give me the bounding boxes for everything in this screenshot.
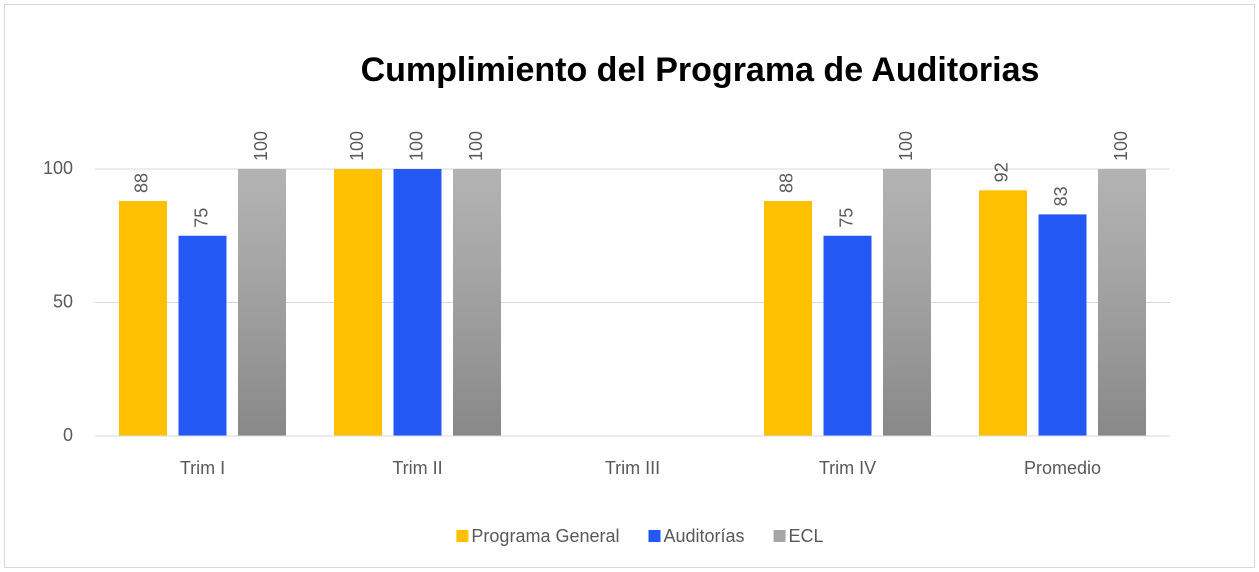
data-label: 100 (466, 131, 486, 161)
legend-swatch (456, 530, 469, 542)
data-label: 83 (1051, 186, 1071, 206)
x-tick-label: Trim IV (819, 458, 876, 478)
data-label: 100 (406, 131, 426, 161)
bar (979, 190, 1027, 436)
bar-shade (453, 169, 501, 436)
bar-shade (883, 169, 931, 436)
bar-shade (1098, 169, 1146, 436)
bar (1038, 214, 1087, 436)
data-label: 100 (347, 131, 367, 161)
legend-label: Auditorías (664, 526, 745, 546)
x-tick-label: Trim I (180, 458, 225, 478)
x-tick-label: Promedio (1024, 458, 1101, 478)
x-tick-label: Trim II (392, 458, 442, 478)
y-tick-label: 50 (53, 291, 73, 311)
bar (823, 235, 872, 436)
data-label: 75 (836, 208, 856, 228)
data-label: 92 (992, 162, 1012, 182)
legend-swatch (773, 530, 786, 542)
data-label: 88 (132, 173, 152, 193)
data-label: 100 (1111, 131, 1131, 161)
data-label: 100 (251, 131, 271, 161)
bar (764, 201, 812, 436)
bar (178, 235, 227, 436)
legend-swatch (648, 530, 661, 542)
legend-label: ECL (789, 526, 824, 546)
data-label: 75 (191, 208, 211, 228)
y-tick-label: 100 (43, 158, 73, 178)
bar (393, 169, 442, 436)
bar (334, 169, 382, 436)
y-tick-label: 0 (63, 425, 73, 445)
legend-label: Programa General (471, 526, 619, 546)
chart-title: Cumplimiento del Programa de Auditorias (361, 51, 1040, 89)
x-tick-label: Trim III (605, 458, 660, 478)
bar (119, 201, 167, 436)
data-label: 100 (896, 131, 916, 161)
bar-shade (238, 169, 286, 436)
data-label: 88 (777, 173, 797, 193)
